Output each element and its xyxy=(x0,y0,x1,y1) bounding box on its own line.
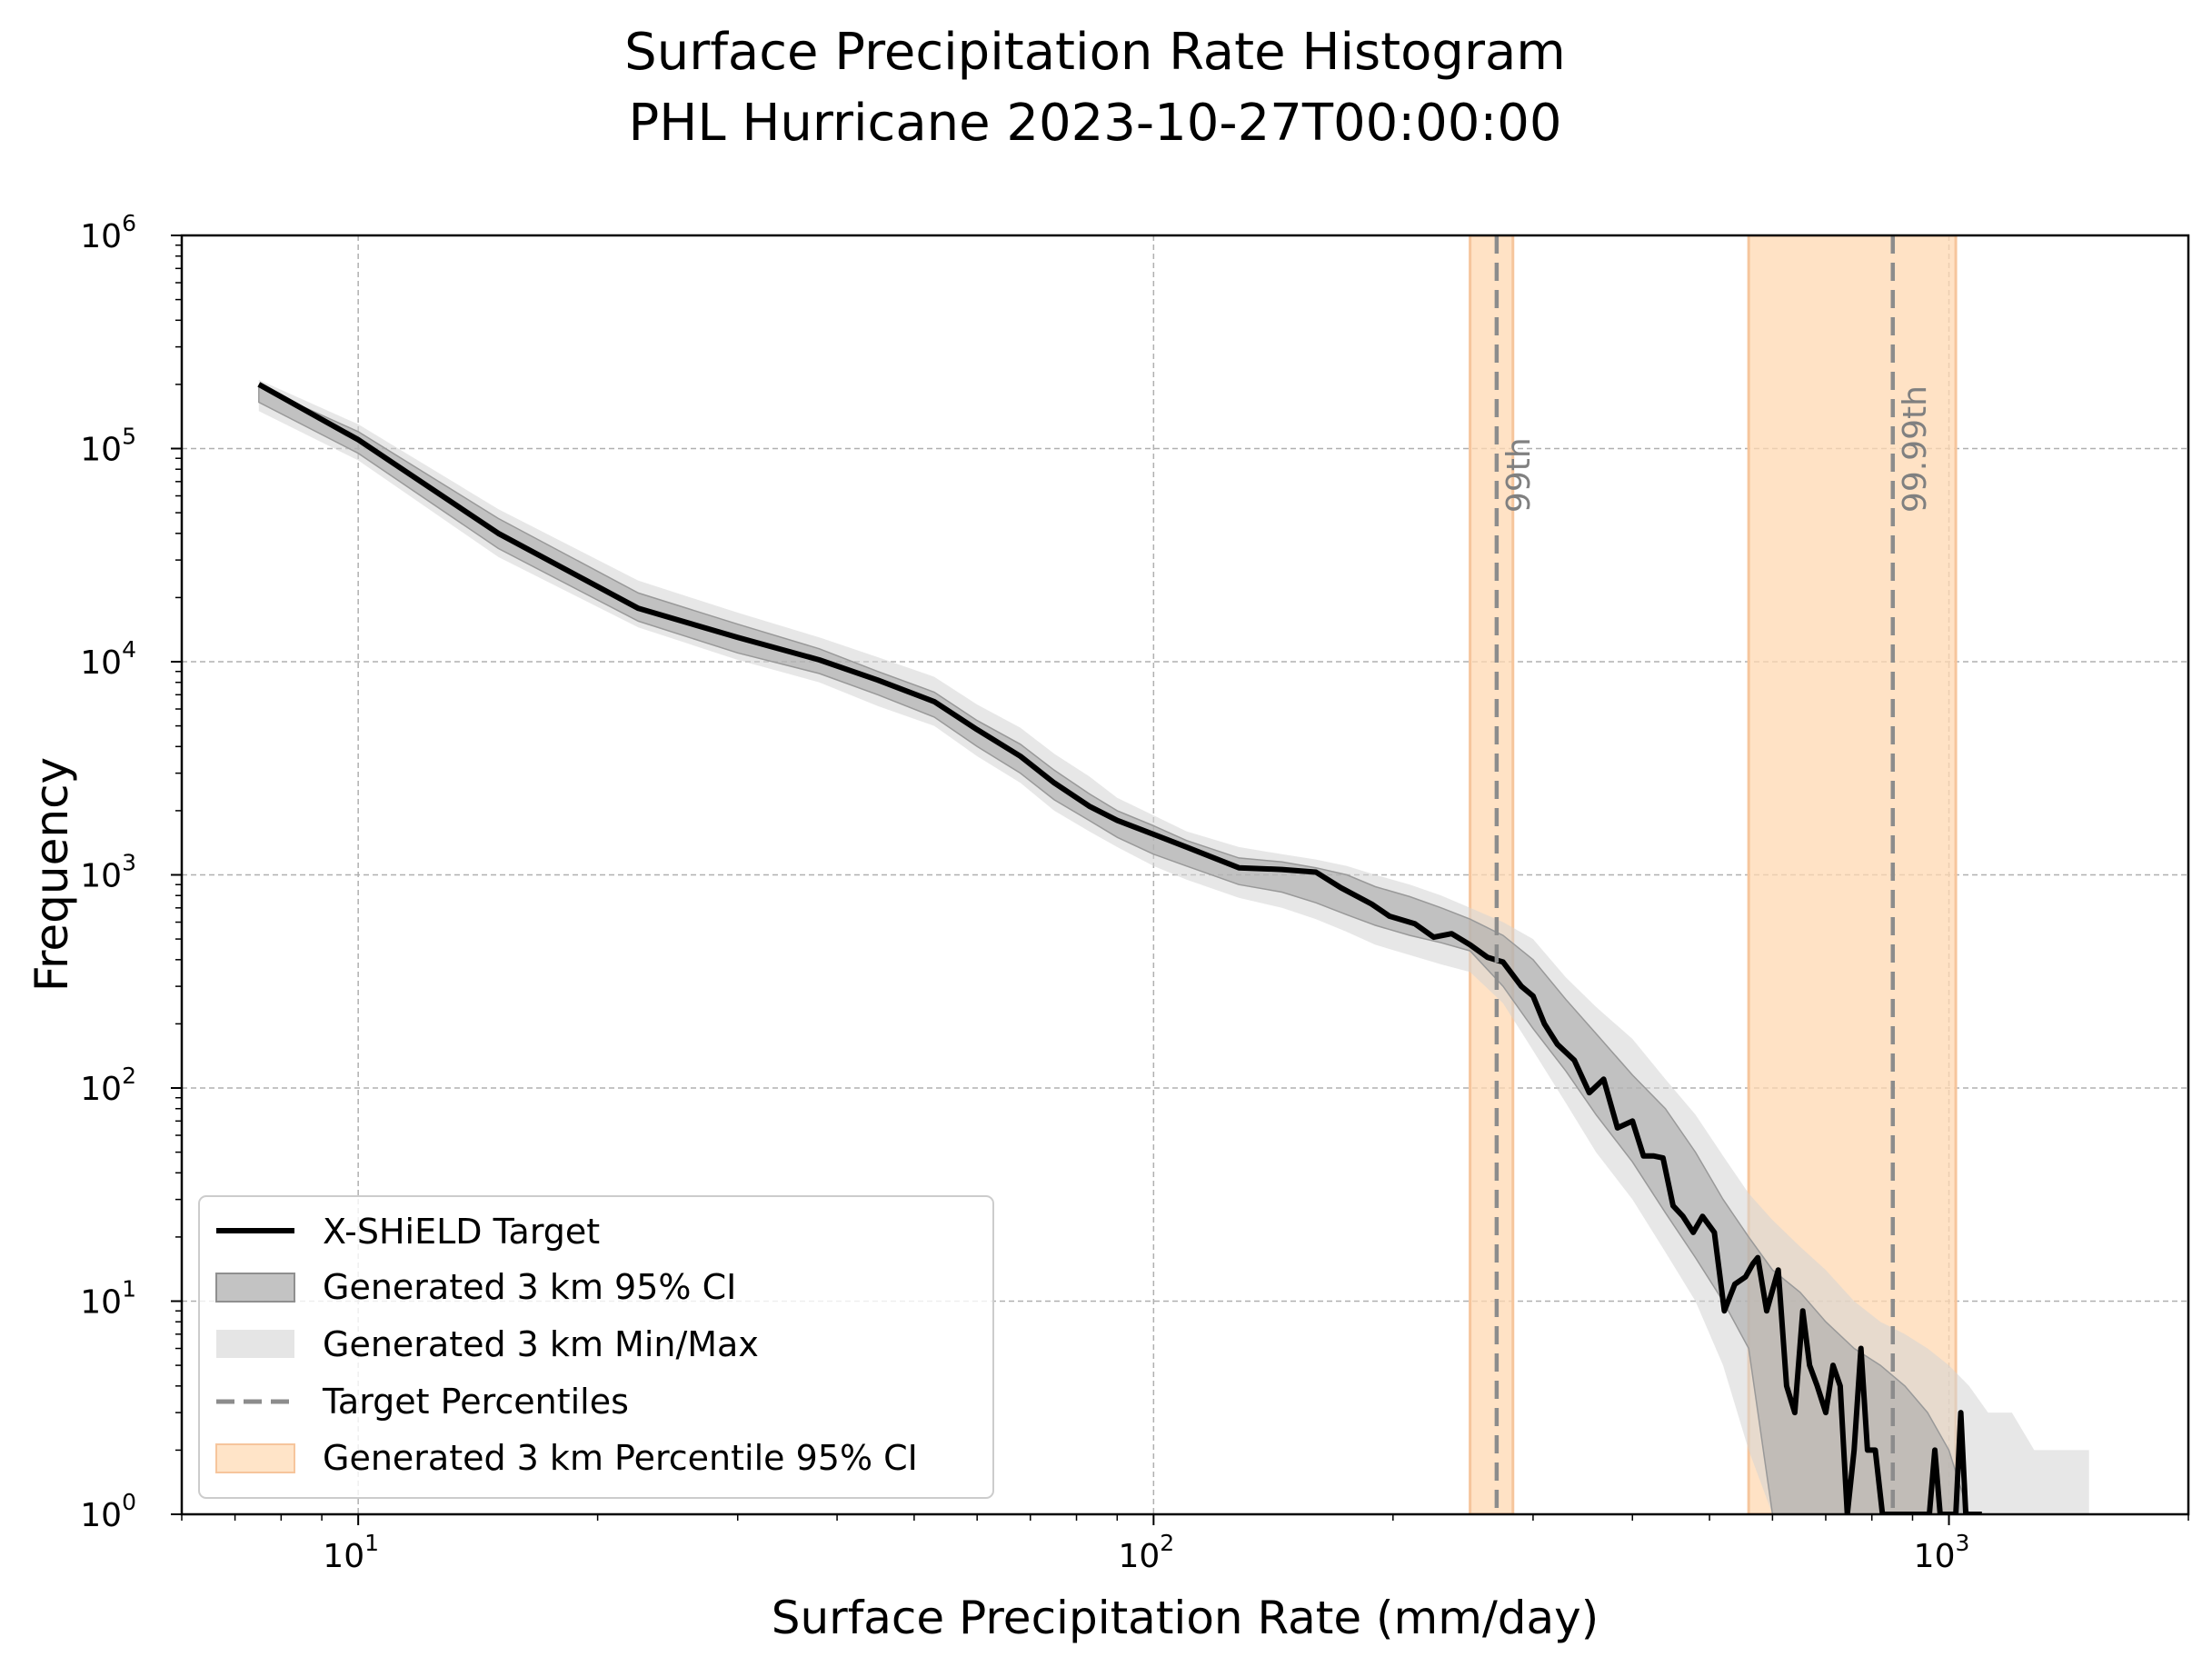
y-tick-exponent: 3 xyxy=(122,850,136,876)
chart-subtitle: PHL Hurricane 2023-10-27T00:00:00 xyxy=(628,94,1561,153)
y-axis-label: Frequency xyxy=(25,757,78,992)
legend-ci-swatch xyxy=(215,1273,295,1303)
x-tick-exponent: 2 xyxy=(1160,1530,1174,1556)
legend-frame xyxy=(198,1195,994,1499)
y-tick-label: 104 xyxy=(80,636,136,682)
legend-percentile-ci-swatch xyxy=(215,1443,295,1473)
legend: X-SHiELD Target Generated 3 km 95% CI Ge… xyxy=(198,1195,994,1499)
percentile-label: 99.99th xyxy=(1897,385,1934,513)
x-tick-label: 101 xyxy=(323,1530,379,1575)
legend-minmax-label: Generated 3 km Min/Max xyxy=(323,1324,759,1364)
legend-ci-label: Generated 3 km 95% CI xyxy=(323,1267,736,1307)
y-tick-exponent: 4 xyxy=(122,636,136,663)
legend-minmax-swatch xyxy=(216,1330,294,1358)
series-layer xyxy=(257,382,1982,1514)
x-tick-exponent: 1 xyxy=(364,1530,379,1556)
legend-percentile-label: Target Percentiles xyxy=(322,1382,629,1422)
percentile-label: 99th xyxy=(1500,437,1538,513)
percentile-lines: 99th 99.99th xyxy=(1494,235,1934,1514)
y-tick-exponent: 6 xyxy=(122,210,136,236)
y-tick-exponent: 0 xyxy=(122,1489,136,1515)
chart-title: Surface Precipitation Rate Histogram xyxy=(624,23,1566,82)
legend-target-label: X-SHiELD Target xyxy=(323,1212,600,1252)
legend-percentile-ci-label: Generated 3 km Percentile 95% CI xyxy=(323,1438,918,1478)
y-tick-exponent: 5 xyxy=(122,424,136,450)
target-line xyxy=(257,382,1982,1514)
percentile-ci-band xyxy=(1469,235,1515,1514)
x-axis-label: Surface Precipitation Rate (mm/day) xyxy=(772,1592,1599,1644)
x-tick-exponent: 3 xyxy=(1955,1530,1969,1556)
y-tick-exponent: 1 xyxy=(122,1276,136,1303)
y-tick-exponent: 2 xyxy=(122,1063,136,1089)
